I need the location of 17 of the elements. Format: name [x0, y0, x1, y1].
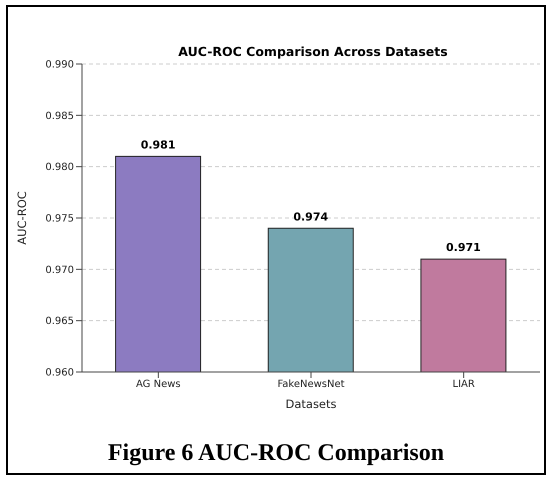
y-tick-label: 0.985 — [45, 110, 74, 122]
y-tick-label: 0.960 — [45, 368, 74, 379]
y-tick-label: 0.970 — [45, 264, 74, 276]
chart-title: AUC-ROC Comparison Across Datasets — [177, 44, 449, 59]
y-tick-label: 0.980 — [45, 162, 74, 174]
data-label: 0.981 — [140, 138, 176, 152]
data-label: 0.974 — [293, 210, 328, 224]
y-tick-label: 0.990 — [45, 60, 74, 71]
data-label: 0.971 — [446, 241, 481, 254]
y-tick-label: 0.975 — [45, 214, 74, 225]
x-axis-title: Datasets — [285, 397, 337, 411]
x-tick-label: LIAR — [452, 379, 475, 390]
x-tick-label: AG News — [136, 379, 181, 390]
x-tick-label: FakeNewsNet — [277, 379, 345, 390]
caption: Figure 6 AUC-ROC Comparison — [106, 440, 446, 467]
y-tick-label: 0.965 — [45, 316, 74, 328]
y-axis-title: AUC-ROC — [15, 191, 30, 245]
